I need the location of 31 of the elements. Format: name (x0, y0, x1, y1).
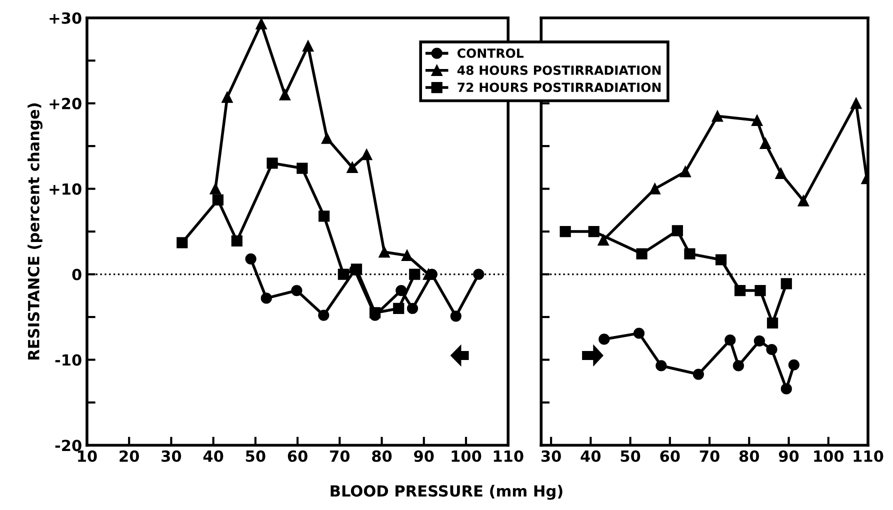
x-tick-label: 100 (452, 450, 482, 462)
x-tick-label: 70 (700, 450, 720, 462)
x-tick-label: 50 (246, 450, 266, 462)
y-tick-label: -20 (55, 440, 82, 452)
x-tick-label: 30 (541, 450, 561, 462)
y-tick-label: +30 (50, 12, 82, 24)
x-tick-label: 40 (580, 450, 601, 462)
x-tick-label: 60 (660, 450, 680, 462)
y-tick-label: -10 (55, 354, 82, 366)
x-tick-label: 80 (372, 450, 392, 462)
x-tick-label: 110 (494, 450, 524, 462)
x-tick-label: 40 (203, 450, 224, 462)
x-tick-label: 70 (330, 450, 350, 462)
legend-label: CONTROL (457, 48, 524, 58)
x-axis-title: BLOOD PRESSURE (mm Hg) (330, 484, 562, 500)
y-tick-label: 0 (72, 268, 82, 280)
x-tick-label: 100 (814, 450, 844, 462)
x-tick-label: 20 (120, 450, 139, 462)
x-tick-label: 50 (620, 450, 640, 462)
x-tick-label: 80 (739, 450, 760, 462)
x-tick-label: 90 (778, 450, 799, 462)
x-tick-label: 10 (78, 450, 97, 462)
x-tick-label: 30 (162, 450, 182, 462)
x-tick-label: 90 (414, 450, 434, 462)
y-axis-title: RESISTANCE (percent change) (28, 103, 42, 360)
x-tick-label: 110 (854, 450, 884, 462)
legend-label: 48 HOURS POSTIRRADIATION (457, 66, 661, 75)
legend-label: 72 HOURS POSTIRRADIATION (458, 82, 661, 92)
y-tick-label: +20 (50, 98, 82, 110)
x-tick-label: 60 (288, 450, 308, 462)
y-tick-label: +10 (50, 183, 82, 195)
